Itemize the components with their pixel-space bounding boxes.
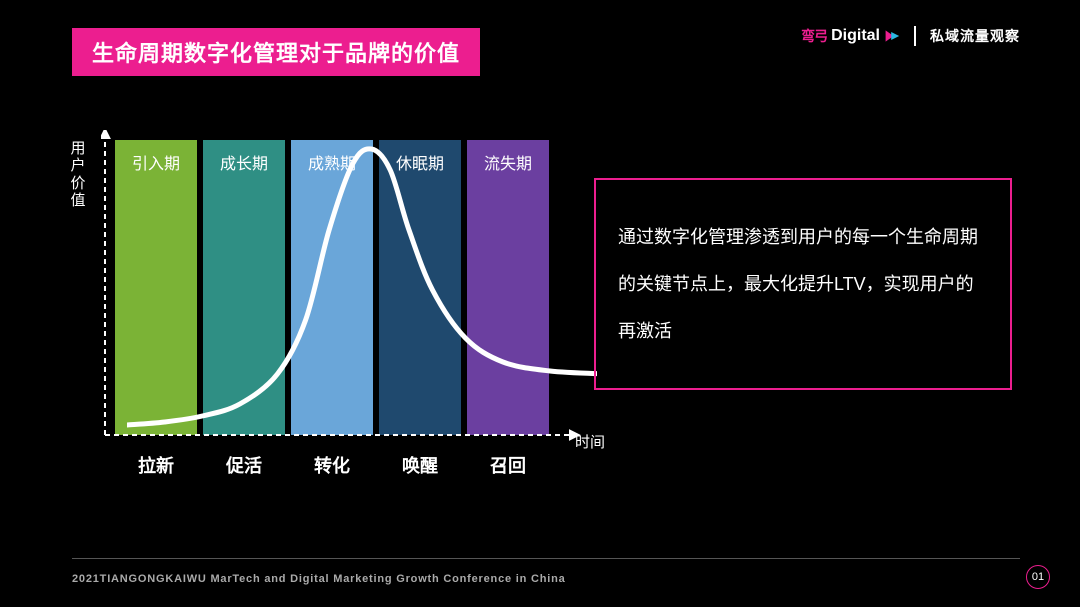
stage-bottom-label: 拉新 — [115, 444, 197, 480]
footer-text: 2021TIANGONGKAIWU MarTech and Digital Ma… — [72, 573, 566, 585]
brand-en: Digital — [831, 27, 880, 45]
stage-bottom-label: 召回 — [467, 444, 549, 480]
brand-logo: 弯弓Digital — [801, 26, 900, 46]
stage-bottom-label: 唤醒 — [379, 444, 461, 480]
page-number: 01 — [1026, 565, 1050, 589]
brand-mark-icon — [884, 28, 900, 44]
brand-area: 弯弓Digital 私域流量观察 — [801, 26, 1020, 46]
brand-cn: 弯弓 — [801, 26, 827, 46]
y-axis-label: 用户价值 — [69, 140, 87, 209]
brand-mark-right — [891, 32, 899, 40]
stage-bottom-labels: 拉新促活转化唤醒召回 — [115, 444, 549, 480]
stage-bottom-label: 促活 — [203, 444, 285, 480]
description-box: 通过数字化管理渗透到用户的每一个生命周期的关键节点上，最大化提升LTV，实现用户… — [594, 178, 1012, 390]
slide: 生命周期数字化管理对于品牌的价值 弯弓Digital 私域流量观察 用户价值 时… — [0, 0, 1080, 607]
axes — [101, 130, 581, 450]
lifecycle-chart: 用户价值 时间 引入期成长期成熟期休眠期流失期 拉新促活转化唤醒召回 — [75, 140, 555, 490]
slide-title: 生命周期数字化管理对于品牌的价值 — [72, 28, 480, 76]
brand-divider — [914, 26, 916, 46]
footer-line — [72, 558, 1020, 559]
brand-subtitle: 私域流量观察 — [930, 26, 1020, 46]
stage-bottom-label: 转化 — [291, 444, 373, 480]
chart-plot: 引入期成长期成熟期休眠期流失期 — [101, 140, 555, 435]
